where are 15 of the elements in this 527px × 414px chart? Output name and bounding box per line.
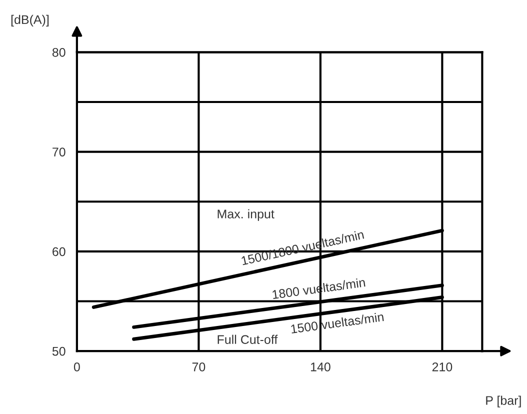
y-tick-label: 70 xyxy=(52,148,66,156)
x-axis-title: P [bar] xyxy=(486,396,521,408)
x-tick-label: 0 xyxy=(74,362,80,372)
annotation: Max. input xyxy=(218,209,274,221)
y-tick-label: 60 xyxy=(52,247,66,256)
x-tick-label: 70 xyxy=(192,362,206,372)
y-axis-title: [dB(A)] xyxy=(11,14,49,27)
y-tick-label: 50 xyxy=(52,346,66,356)
annotation: Full Cut-off xyxy=(218,334,278,344)
y-tick-label: 80 xyxy=(52,48,66,57)
text: 1500 vueltas/min xyxy=(290,312,384,334)
x-tick-label: 140 xyxy=(310,362,330,372)
x-tick-label: 210 xyxy=(432,362,452,372)
text: 1500/1800 vueltas/min xyxy=(241,230,364,266)
text: 1800 vueltas/min xyxy=(272,278,366,300)
